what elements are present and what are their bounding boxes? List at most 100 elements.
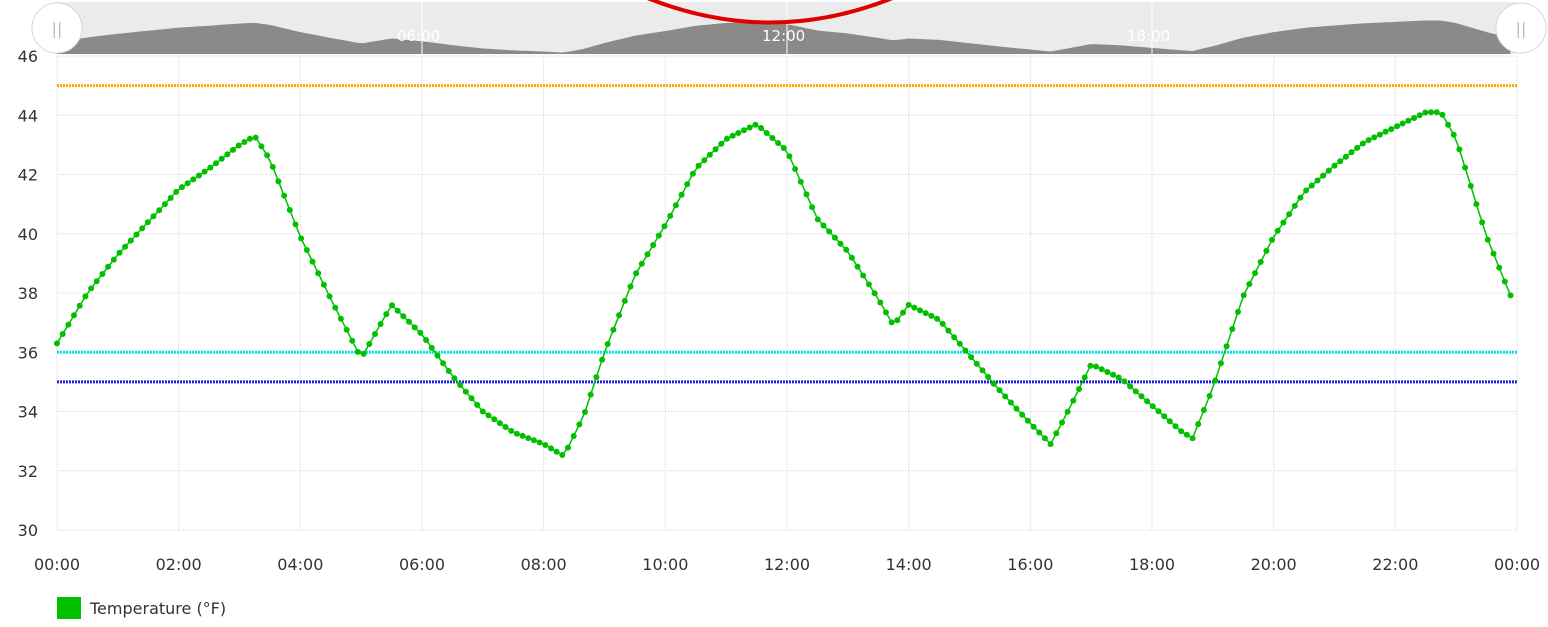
data-point[interactable] xyxy=(911,304,918,311)
data-point[interactable] xyxy=(116,249,123,256)
data-point[interactable] xyxy=(587,391,594,398)
data-point[interactable] xyxy=(1212,377,1219,384)
data-point[interactable] xyxy=(1473,201,1480,208)
data-point[interactable] xyxy=(366,341,373,347)
data-point[interactable] xyxy=(831,234,838,241)
data-point[interactable] xyxy=(1348,149,1355,156)
data-point[interactable] xyxy=(888,319,895,326)
data-point[interactable] xyxy=(218,155,225,162)
data-point[interactable] xyxy=(854,263,861,270)
data-point[interactable] xyxy=(1354,144,1361,151)
data-point[interactable] xyxy=(54,340,60,347)
data-point[interactable] xyxy=(230,146,236,153)
data-point[interactable] xyxy=(871,290,878,297)
data-point[interactable] xyxy=(105,263,112,270)
data-point[interactable] xyxy=(1098,366,1105,373)
data-point[interactable] xyxy=(1388,126,1395,133)
data-point[interactable] xyxy=(1195,421,1202,428)
data-point[interactable] xyxy=(150,213,157,220)
data-point[interactable] xyxy=(258,143,265,150)
data-point[interactable] xyxy=(1314,177,1321,184)
data-point[interactable] xyxy=(519,432,526,439)
data-point[interactable] xyxy=(1246,281,1253,288)
data-point[interactable] xyxy=(241,139,248,145)
data-point[interactable] xyxy=(1127,383,1134,390)
data-point[interactable] xyxy=(1467,182,1474,189)
data-point[interactable] xyxy=(1342,153,1349,160)
data-point[interactable] xyxy=(411,324,418,331)
data-point[interactable] xyxy=(337,315,344,322)
data-point[interactable] xyxy=(110,256,117,263)
data-point[interactable] xyxy=(247,135,253,142)
data-point[interactable] xyxy=(502,424,509,430)
data-point[interactable] xyxy=(820,222,827,229)
data-point[interactable] xyxy=(553,448,560,455)
data-point[interactable] xyxy=(139,225,146,232)
data-point[interactable] xyxy=(1007,399,1014,406)
data-point[interactable] xyxy=(71,312,77,319)
data-point[interactable] xyxy=(167,195,174,201)
data-point[interactable] xyxy=(900,309,906,316)
data-point[interactable] xyxy=(599,356,606,363)
data-point[interactable] xyxy=(1081,374,1088,381)
data-point[interactable] xyxy=(1496,264,1503,271)
navigator-left-handle[interactable]: || xyxy=(31,2,83,54)
data-point[interactable] xyxy=(814,216,821,223)
data-point[interactable] xyxy=(1484,236,1491,243)
data-point[interactable] xyxy=(542,442,549,448)
data-point[interactable] xyxy=(797,178,804,185)
data-point[interactable] xyxy=(428,344,435,351)
data-point[interactable] xyxy=(565,444,571,451)
data-point[interactable] xyxy=(1024,417,1031,424)
data-point[interactable] xyxy=(905,301,912,308)
data-point[interactable] xyxy=(627,283,634,290)
data-point[interactable] xyxy=(1320,172,1327,179)
data-point[interactable] xyxy=(354,348,361,355)
data-point[interactable] xyxy=(406,318,412,325)
data-point[interactable] xyxy=(672,202,679,209)
data-point[interactable] xyxy=(1303,187,1310,194)
data-point[interactable] xyxy=(860,272,867,279)
data-point[interactable] xyxy=(1115,374,1122,381)
data-point[interactable] xyxy=(1166,418,1173,425)
data-point[interactable] xyxy=(1337,158,1344,165)
data-point[interactable] xyxy=(161,201,168,208)
data-point[interactable] xyxy=(536,439,543,446)
data-point[interactable] xyxy=(979,367,986,374)
data-point[interactable] xyxy=(474,401,481,408)
data-point[interactable] xyxy=(133,231,140,238)
data-point[interactable] xyxy=(934,315,941,322)
data-point[interactable] xyxy=(894,317,901,324)
data-point[interactable] xyxy=(1490,250,1497,257)
data-point[interactable] xyxy=(655,232,662,239)
data-point[interactable] xyxy=(1422,109,1429,116)
data-point[interactable] xyxy=(1059,419,1065,426)
data-point[interactable] xyxy=(360,350,367,357)
data-point[interactable] xyxy=(786,153,793,160)
data-point[interactable] xyxy=(292,221,299,228)
data-point[interactable] xyxy=(76,302,83,309)
data-point[interactable] xyxy=(1223,343,1230,350)
data-point[interactable] xyxy=(1433,109,1440,116)
data-point[interactable] xyxy=(1394,123,1400,130)
data-point[interactable] xyxy=(173,188,180,195)
data-point[interactable] xyxy=(264,152,271,159)
data-point[interactable] xyxy=(372,331,378,337)
data-point[interactable] xyxy=(275,178,282,185)
data-point[interactable] xyxy=(661,223,668,230)
data-point[interactable] xyxy=(724,135,730,142)
data-point[interactable] xyxy=(1155,408,1162,415)
data-point[interactable] xyxy=(445,368,452,374)
data-point[interactable] xyxy=(1257,259,1264,265)
data-point[interactable] xyxy=(201,168,208,175)
data-point[interactable] xyxy=(1479,219,1486,226)
data-point[interactable] xyxy=(741,127,747,134)
data-point[interactable] xyxy=(1456,146,1463,153)
data-point[interactable] xyxy=(1087,362,1094,369)
data-point[interactable] xyxy=(1121,378,1128,385)
data-point[interactable] xyxy=(610,326,617,333)
data-point[interactable] xyxy=(93,278,100,285)
data-point[interactable] xyxy=(1399,120,1406,127)
data-point[interactable] xyxy=(377,321,384,327)
data-point[interactable] xyxy=(485,412,492,419)
